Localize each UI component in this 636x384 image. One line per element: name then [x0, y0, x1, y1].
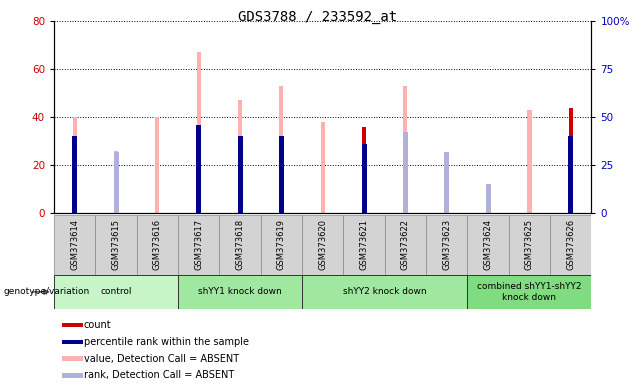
- Bar: [486, 194, 490, 213]
- Text: combined shYY1-shYY2
knock down: combined shYY1-shYY2 knock down: [477, 282, 582, 301]
- Bar: [527, 110, 532, 213]
- Bar: [445, 152, 449, 213]
- Bar: [569, 117, 573, 213]
- Text: shYY2 knock down: shYY2 knock down: [343, 287, 427, 296]
- Text: value, Detection Call = ABSENT: value, Detection Call = ABSENT: [83, 354, 238, 364]
- Bar: [62, 323, 83, 328]
- Text: GSM373623: GSM373623: [442, 219, 452, 270]
- Bar: [343, 215, 385, 275]
- Text: count: count: [83, 320, 111, 330]
- Text: genotype/variation: genotype/variation: [3, 287, 90, 296]
- Text: GSM373625: GSM373625: [525, 219, 534, 270]
- Text: rank, Detection Call = ABSENT: rank, Detection Call = ABSENT: [83, 371, 234, 381]
- Bar: [385, 215, 426, 275]
- Bar: [403, 132, 408, 213]
- Bar: [362, 127, 366, 213]
- Bar: [73, 117, 77, 213]
- Bar: [279, 136, 284, 213]
- Bar: [486, 184, 490, 213]
- Bar: [178, 215, 219, 275]
- Text: control: control: [100, 287, 132, 296]
- Bar: [155, 117, 160, 213]
- Bar: [137, 215, 178, 275]
- Bar: [569, 108, 573, 213]
- Bar: [279, 136, 284, 213]
- Bar: [467, 275, 591, 309]
- Text: GSM373626: GSM373626: [566, 219, 576, 270]
- Bar: [279, 86, 284, 213]
- Text: GSM373614: GSM373614: [70, 219, 80, 270]
- Bar: [62, 373, 83, 378]
- Bar: [569, 136, 573, 213]
- Text: shYY1 knock down: shYY1 knock down: [198, 287, 282, 296]
- Text: GSM373619: GSM373619: [277, 219, 286, 270]
- Bar: [509, 215, 550, 275]
- Bar: [114, 151, 118, 213]
- Bar: [114, 152, 118, 213]
- Bar: [238, 136, 242, 213]
- Text: GDS3788 / 233592_at: GDS3788 / 233592_at: [238, 10, 398, 23]
- Bar: [550, 215, 591, 275]
- Bar: [62, 339, 83, 344]
- Text: GSM373624: GSM373624: [483, 219, 493, 270]
- Text: GSM373620: GSM373620: [318, 219, 328, 270]
- Bar: [95, 215, 137, 275]
- Bar: [73, 136, 77, 213]
- Bar: [178, 275, 302, 309]
- Bar: [321, 122, 325, 213]
- Bar: [219, 215, 261, 275]
- Bar: [54, 275, 178, 309]
- Bar: [467, 215, 509, 275]
- Bar: [261, 215, 302, 275]
- Bar: [238, 100, 242, 213]
- Text: GSM373618: GSM373618: [235, 219, 245, 270]
- Bar: [62, 356, 83, 361]
- Bar: [362, 144, 366, 213]
- Bar: [426, 215, 467, 275]
- Bar: [197, 125, 201, 213]
- Bar: [403, 86, 408, 213]
- Bar: [54, 215, 95, 275]
- Bar: [197, 52, 201, 213]
- Text: GSM373617: GSM373617: [194, 219, 204, 270]
- Bar: [302, 215, 343, 275]
- Text: GSM373616: GSM373616: [153, 219, 162, 270]
- Text: GSM373622: GSM373622: [401, 219, 410, 270]
- Text: percentile rank within the sample: percentile rank within the sample: [83, 337, 249, 347]
- Bar: [302, 275, 467, 309]
- Bar: [197, 125, 201, 213]
- Text: GSM373621: GSM373621: [359, 219, 369, 270]
- Text: GSM373615: GSM373615: [111, 219, 121, 270]
